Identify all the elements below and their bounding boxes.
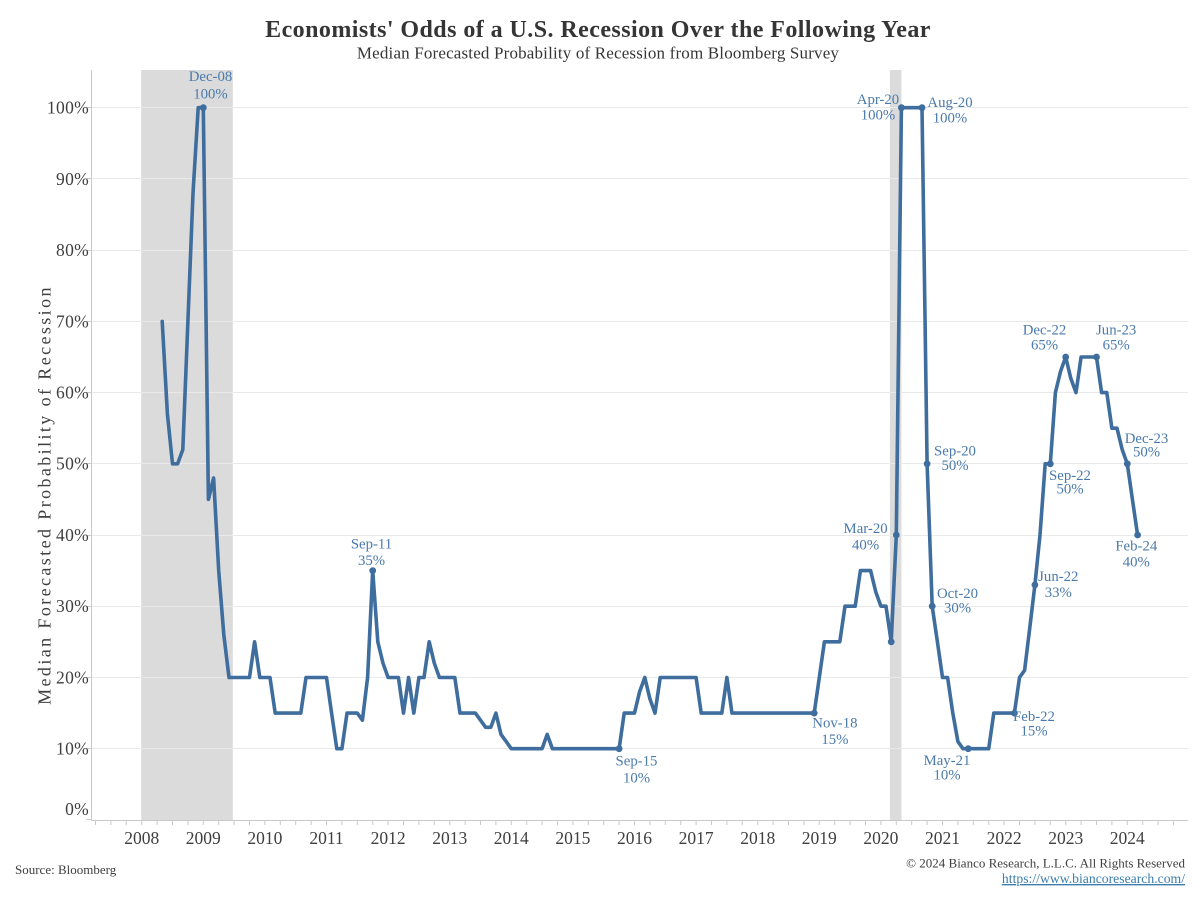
svg-text:80%: 80% xyxy=(56,240,89,260)
svg-text:2014: 2014 xyxy=(494,828,529,848)
svg-text:Median Forecasted Probability: Median Forecasted Probability of Recessi… xyxy=(35,285,55,705)
svg-text:Dec-08: Dec-08 xyxy=(189,69,233,85)
svg-text:Median Forecasted Probability: Median Forecasted Probability of Recessi… xyxy=(357,44,840,63)
svg-text:10%: 10% xyxy=(623,771,650,787)
svg-text:100%: 100% xyxy=(933,111,968,127)
svg-text:Apr-20: Apr-20 xyxy=(857,92,899,108)
svg-text:2020: 2020 xyxy=(863,828,898,848)
svg-text:© 2024 Bianco Research, L.L.C.: © 2024 Bianco Research, L.L.C. All Right… xyxy=(906,856,1185,871)
svg-text:2022: 2022 xyxy=(987,828,1022,848)
svg-text:Sep-11: Sep-11 xyxy=(351,537,392,553)
svg-text:70%: 70% xyxy=(56,311,89,331)
svg-text:30%: 30% xyxy=(944,601,971,617)
svg-text:Aug-20: Aug-20 xyxy=(927,95,972,111)
svg-text:2012: 2012 xyxy=(371,828,406,848)
svg-text:15%: 15% xyxy=(1020,724,1047,740)
svg-text:50%: 50% xyxy=(941,458,968,474)
svg-text:40%: 40% xyxy=(852,538,879,554)
svg-text:Source: Bloomberg: Source: Bloomberg xyxy=(15,862,117,877)
svg-text:20%: 20% xyxy=(56,667,89,687)
svg-text:60%: 60% xyxy=(56,383,89,403)
svg-text:2009: 2009 xyxy=(186,828,221,848)
svg-text:50%: 50% xyxy=(1133,444,1160,460)
svg-text:Sep-15: Sep-15 xyxy=(616,754,658,770)
svg-text:15%: 15% xyxy=(821,732,848,748)
svg-text:Sep-22: Sep-22 xyxy=(1049,468,1091,484)
svg-text:Mar-20: Mar-20 xyxy=(844,521,888,537)
svg-text:2010: 2010 xyxy=(247,828,282,848)
svg-text:https://www.biancoresearch.com: https://www.biancoresearch.com/ xyxy=(1002,871,1185,886)
svg-text:10%: 10% xyxy=(56,739,89,759)
svg-text:40%: 40% xyxy=(1123,555,1150,571)
svg-text:May-21: May-21 xyxy=(924,753,971,769)
svg-text:Dec-23: Dec-23 xyxy=(1125,431,1169,447)
svg-text:90%: 90% xyxy=(56,169,89,189)
svg-text:100%: 100% xyxy=(861,108,896,124)
svg-text:2011: 2011 xyxy=(309,828,343,848)
svg-text:Dec-22: Dec-22 xyxy=(1023,322,1067,338)
svg-text:Oct-20: Oct-20 xyxy=(937,586,978,602)
svg-text:65%: 65% xyxy=(1031,337,1058,353)
svg-text:2013: 2013 xyxy=(432,828,467,848)
svg-text:100%: 100% xyxy=(193,87,228,103)
svg-text:50%: 50% xyxy=(1056,482,1083,498)
svg-text:35%: 35% xyxy=(358,553,385,569)
svg-text:Jun-22: Jun-22 xyxy=(1038,569,1078,585)
svg-text:2018: 2018 xyxy=(740,828,775,848)
svg-text:Feb-22: Feb-22 xyxy=(1013,709,1055,725)
svg-text:100%: 100% xyxy=(47,98,89,118)
svg-text:Economists' Odds of a U.S. Rec: Economists' Odds of a U.S. Recession Ove… xyxy=(265,17,931,43)
svg-text:2008: 2008 xyxy=(124,828,159,848)
svg-text:Feb-24: Feb-24 xyxy=(1115,538,1158,554)
svg-text:40%: 40% xyxy=(56,525,89,545)
svg-text:2024: 2024 xyxy=(1110,828,1145,848)
svg-text:2016: 2016 xyxy=(617,828,652,848)
svg-text:33%: 33% xyxy=(1045,585,1072,601)
svg-text:30%: 30% xyxy=(56,596,89,616)
svg-text:65%: 65% xyxy=(1103,337,1130,353)
svg-text:2019: 2019 xyxy=(802,828,837,848)
svg-text:10%: 10% xyxy=(933,768,960,784)
svg-text:Nov-18: Nov-18 xyxy=(812,716,857,732)
svg-text:Jun-23: Jun-23 xyxy=(1096,322,1136,338)
svg-text:2023: 2023 xyxy=(1048,828,1083,848)
svg-text:50%: 50% xyxy=(56,454,89,474)
svg-text:2021: 2021 xyxy=(925,828,960,848)
svg-text:Sep-20: Sep-20 xyxy=(934,444,976,460)
svg-text:2017: 2017 xyxy=(679,828,714,848)
svg-text:0%: 0% xyxy=(65,799,89,819)
svg-text:2015: 2015 xyxy=(555,828,590,848)
